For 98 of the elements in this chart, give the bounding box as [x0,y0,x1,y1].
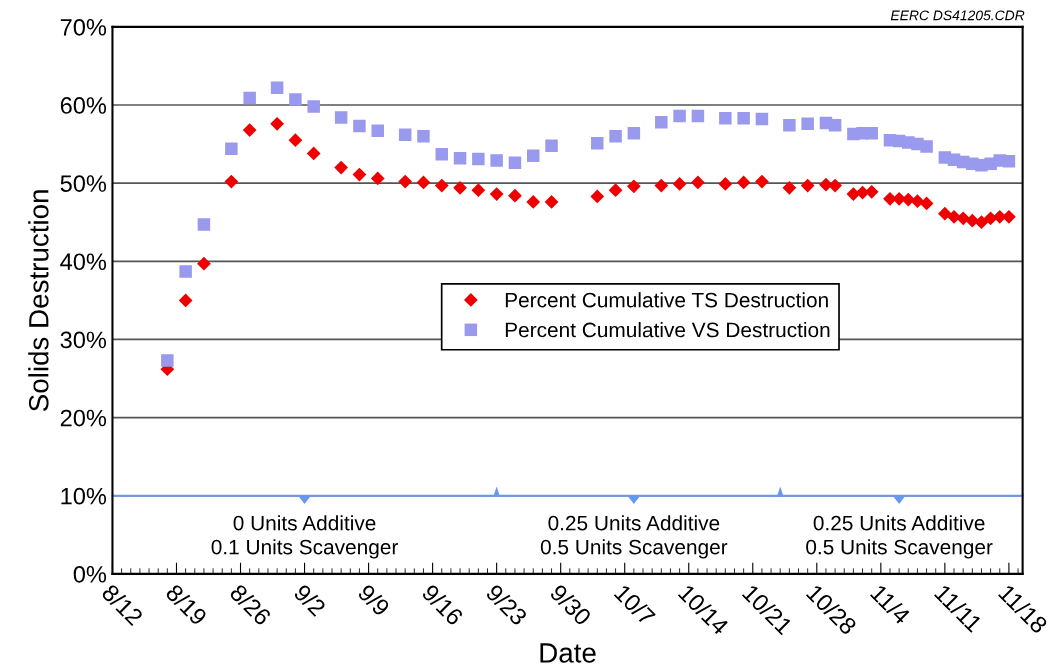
point [179,265,192,278]
point [471,183,486,198]
point [270,116,284,131]
y-tick-label: 40% [60,253,107,271]
point [398,174,413,189]
point [737,112,750,125]
point [224,174,239,189]
y-tick-label: 50% [60,175,107,192]
point [654,178,669,193]
point [398,128,412,141]
annotation: 0.25 Units Additive 0.5 Units Scavenger [806,515,993,559]
point [370,171,385,186]
point [608,183,623,198]
point [691,109,705,123]
point [288,133,303,148]
point [334,160,349,175]
text: EERC DS41205.CDR [890,10,1025,21]
point [242,123,257,137]
point [783,119,796,132]
point [508,156,522,170]
point [974,215,989,230]
point [435,148,449,161]
point [352,167,367,182]
y-tick-label: 30% [60,331,107,349]
point [225,142,238,156]
point [864,184,879,199]
point [938,206,952,221]
point [910,194,925,209]
point [416,175,431,190]
y-tick-label: 0% [73,565,107,583]
point [197,218,211,231]
y-tick-label: 70% [60,18,107,36]
y-axis-title: Solids Destruction [28,190,49,412]
point [526,195,541,209]
annotation: 0.25 Units Additive 0.5 Units Scavenger [540,515,728,559]
point [371,124,384,138]
point [782,180,797,195]
point [591,137,604,150]
point [161,354,174,367]
point [655,115,668,129]
point [673,109,686,123]
point [417,130,430,143]
y-tick-label: 10% [61,487,107,505]
point [1002,155,1016,168]
point [526,149,540,163]
x-axis-title: Date [540,643,596,663]
x-tick-label: 11/4 [869,583,912,626]
point [270,81,284,95]
x-tick-label: 9/2 [293,583,327,617]
x-tick-label: 8/26 [228,582,273,627]
point [691,175,705,190]
point [627,126,641,140]
x-tick-label: 9/9 [357,583,391,617]
point [243,91,256,105]
point [545,139,558,152]
y-tick-label: 60% [60,97,107,114]
point [672,177,687,191]
point [736,175,751,190]
point [353,119,366,133]
point [334,111,348,124]
point [1002,209,1016,224]
point [489,187,504,201]
point [178,293,193,308]
legend-label: Percent Cumulative TS Destruction [505,292,828,308]
x-tick-label: 9/16 [421,583,465,627]
point [544,195,559,209]
point [920,140,933,153]
point [490,154,503,167]
annotation: 0 Units Additive 0.1 Units Scavenger [211,515,399,559]
legend-label: Percent Cumulative VS Destruction [505,322,830,338]
point [472,152,485,166]
point [800,178,815,193]
point [289,93,302,106]
x-tick-label: 10/7 [613,583,657,627]
point [801,117,814,131]
point [956,211,971,226]
point [590,189,605,204]
point [828,119,842,132]
point [865,126,878,140]
point [453,151,467,165]
x-tick-label: 9/30 [549,583,593,627]
x-tick-label: 9/23 [485,583,529,627]
point [828,178,842,193]
y-tick-label: 20% [60,409,107,427]
point [197,256,211,271]
point [609,130,622,143]
point [719,112,732,125]
point [453,180,467,195]
point [434,178,449,193]
point [755,174,769,189]
point [306,146,321,161]
point [718,177,733,191]
point [755,112,769,126]
point [307,100,320,113]
point [508,188,522,203]
x-tick-label: 8/19 [164,582,209,627]
point [846,187,861,201]
point [626,179,641,194]
